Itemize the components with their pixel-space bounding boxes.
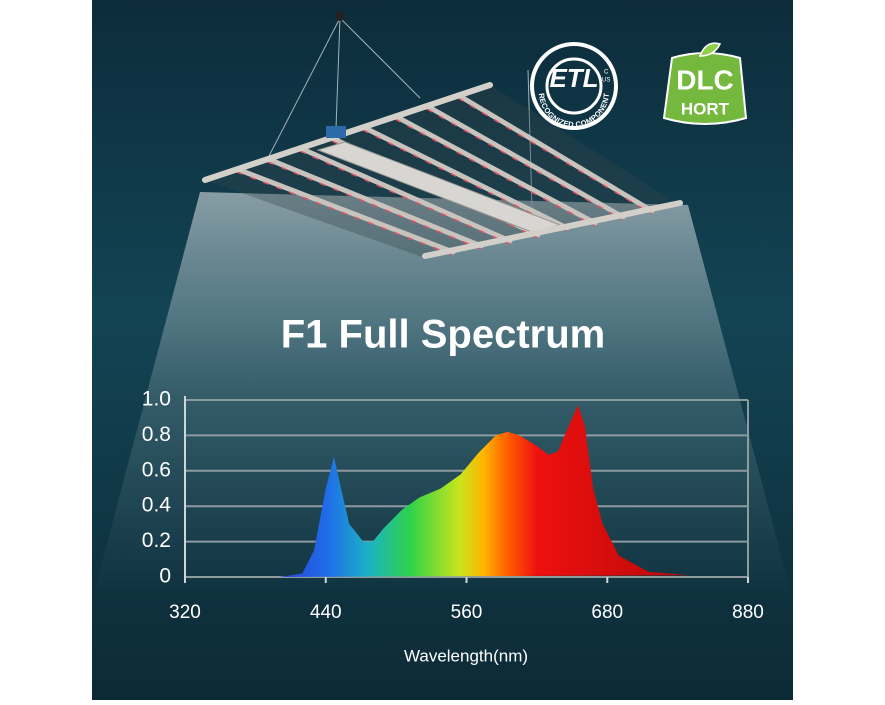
x-tick-label: 560 xyxy=(451,602,483,623)
y-tick-label: 0.2 xyxy=(142,529,171,552)
hanging-wires xyxy=(267,17,533,209)
x-tick-label: 880 xyxy=(732,602,764,623)
chart-title: F1 Full Spectrum xyxy=(281,313,606,357)
x-tick-label: 680 xyxy=(591,602,623,623)
y-tick-label: 0.8 xyxy=(142,423,171,446)
dlc-badge: DLC HORT xyxy=(662,42,748,125)
dlc-mark: DLC xyxy=(676,64,734,95)
x-tick-label: 440 xyxy=(310,602,342,623)
light-fixture xyxy=(202,82,683,259)
y-tick-label: 0.6 xyxy=(142,458,171,481)
light-cone xyxy=(92,192,793,600)
y-tick-label: 1.0 xyxy=(142,388,171,411)
dlc-caption: HORT xyxy=(681,99,730,118)
y-tick-label: 0.4 xyxy=(142,494,172,517)
spectrum-area xyxy=(278,405,690,577)
x-tick-label: 320 xyxy=(169,602,201,623)
etl-mark: ETL xyxy=(549,63,598,93)
etl-listing: US xyxy=(602,78,610,84)
hook xyxy=(335,11,345,21)
x-axis-label: Wavelength(nm) xyxy=(404,646,528,665)
y-tick-label: 0 xyxy=(159,565,171,588)
etl-listing: C xyxy=(604,70,609,76)
